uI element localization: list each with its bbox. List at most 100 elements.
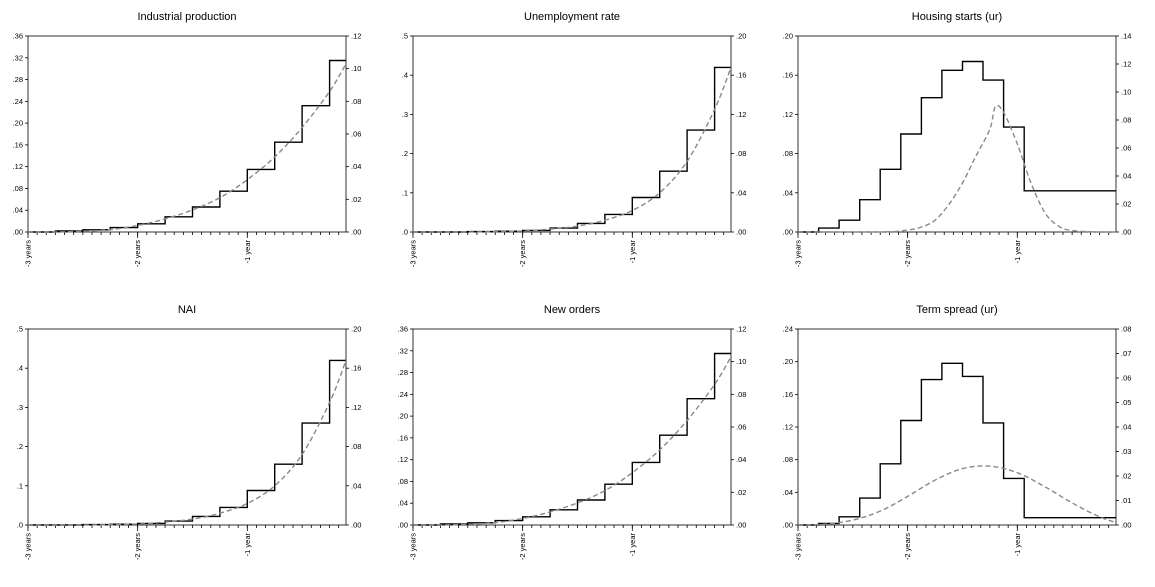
left-tick-label: .04: [398, 499, 408, 508]
chart-title: Term spread (ur): [916, 304, 997, 316]
left-tick-label: .08: [783, 149, 793, 158]
right-tick-label: .00: [351, 228, 361, 237]
left-tick-label: .32: [13, 53, 23, 62]
x-tick-label: -3 years: [409, 533, 418, 560]
left-tick-label: .28: [13, 75, 23, 84]
right-tick-label: .00: [1121, 228, 1131, 237]
plot-frame: [27, 328, 347, 526]
right-tick-label: .02: [1121, 472, 1131, 481]
left-tick-label: .08: [783, 455, 793, 464]
chart-panel: Housing starts (ur) .00 .04 .08 .12 .16 .20 .00…: [770, 0, 1155, 293]
right-tick-label: .07: [1121, 349, 1131, 358]
right-tick-label: .00: [1121, 521, 1131, 530]
right-tick-label: .02: [351, 195, 361, 204]
right-tick-label: .05: [1121, 398, 1131, 407]
left-tick-label: .20: [783, 32, 793, 41]
left-tick-label: .1: [402, 188, 408, 197]
x-tick-label: -3 years: [24, 240, 33, 267]
left-tick-label: .5: [17, 325, 23, 334]
step-series-line: [413, 66, 731, 233]
right-tick-label: .08: [736, 390, 746, 399]
x-tick-label: -3 years: [24, 533, 33, 560]
right-tick-label: .04: [736, 455, 746, 464]
chart-svg: Unemployment rate .0 .1 .2 .3 .4 .5 .00 .04 .08 .1…: [402, 11, 747, 267]
right-tick-label: .20: [736, 32, 746, 41]
plot-frame: [27, 35, 347, 233]
x-tick-label: -2 years: [518, 533, 527, 560]
right-tick-label: .08: [351, 97, 361, 106]
right-tick-label: .04: [351, 481, 361, 490]
left-tick-label: .08: [398, 477, 408, 486]
right-tick-label: .04: [1121, 172, 1131, 181]
right-tick-label: .02: [736, 488, 746, 497]
step-series-line: [798, 362, 1116, 526]
right-tick-label: .06: [1121, 374, 1131, 383]
right-tick-label: .12: [351, 403, 361, 412]
x-tick-label: -1 year: [243, 239, 252, 263]
left-tick-label: .2: [17, 442, 23, 451]
left-tick-label: .5: [402, 32, 408, 41]
right-tick-label: .03: [1121, 447, 1131, 456]
right-tick-label: .08: [1121, 116, 1131, 125]
dashed-series-line: [27, 360, 347, 526]
right-tick-label: .00: [736, 228, 746, 237]
left-tick-label: .12: [13, 162, 23, 171]
step-series-line: [798, 60, 1116, 233]
right-tick-label: .04: [1121, 423, 1131, 432]
right-tick-label: .08: [1121, 325, 1131, 334]
left-tick-label: .04: [783, 188, 793, 197]
right-tick-label: .12: [1121, 60, 1131, 69]
left-tick-label: .00: [783, 521, 793, 530]
right-tick-label: .12: [736, 110, 746, 119]
left-tick-label: .16: [783, 390, 793, 399]
x-tick-label: -1 year: [1013, 239, 1022, 263]
x-tick-label: -1 year: [1013, 532, 1022, 556]
left-tick-label: .24: [398, 390, 408, 399]
left-tick-label: .16: [783, 71, 793, 80]
dashed-series-line: [797, 104, 1116, 233]
right-tick-label: .12: [351, 32, 361, 41]
right-tick-label: .20: [351, 325, 361, 334]
chart-title: New orders: [544, 304, 601, 316]
chart-title: Unemployment rate: [524, 11, 620, 23]
plot-frame: [412, 35, 732, 233]
left-tick-label: .20: [13, 119, 23, 128]
left-tick-label: .1: [17, 481, 23, 490]
chart-panel: New orders .00 .04 .08 .12 .16 .20 .24 .28 .32 .36…: [385, 293, 770, 586]
left-tick-label: .00: [783, 228, 793, 237]
chart-svg: Housing starts (ur) .00 .04 .08 .12 .16 .20 .00…: [783, 11, 1132, 267]
x-tick-label: -1 year: [628, 239, 637, 263]
right-tick-label: .10: [736, 357, 746, 366]
dashed-series-line: [412, 67, 732, 233]
right-tick-label: .04: [351, 162, 361, 171]
right-tick-label: .04: [736, 188, 746, 197]
dashed-series-line: [797, 465, 1117, 526]
right-tick-label: .10: [351, 64, 361, 73]
left-tick-label: .04: [783, 488, 793, 497]
left-tick-label: .0: [17, 521, 23, 530]
left-tick-label: .3: [17, 403, 23, 412]
right-tick-label: .12: [736, 325, 746, 334]
chart-panel: Industrial production .00 .04 .08 .12 .16 .20.…: [0, 0, 385, 293]
left-tick-label: .36: [13, 32, 23, 41]
step-series-line: [28, 359, 346, 526]
chart-svg: Industrial production .00 .04 .08 .12 .16 .20.…: [13, 11, 362, 267]
dashed-series-line: [412, 356, 732, 526]
left-tick-label: .32: [398, 346, 408, 355]
dashed-series-line: [27, 63, 347, 233]
x-tick-label: -1 year: [628, 532, 637, 556]
left-tick-label: .04: [13, 206, 23, 215]
right-tick-label: .02: [1121, 200, 1131, 209]
right-tick-label: .10: [1121, 88, 1131, 97]
right-tick-label: .16: [351, 364, 361, 373]
left-tick-label: .3: [402, 110, 408, 119]
plot-frame: [797, 35, 1117, 233]
left-tick-label: .12: [398, 455, 408, 464]
chart-title: Industrial production: [137, 11, 236, 23]
chart-svg: Term spread (ur) .00 .04 .08 .12 .16 .20 .24 .00…: [783, 304, 1132, 560]
chart-title: Housing starts (ur): [912, 11, 1002, 23]
right-tick-label: .14: [1121, 32, 1131, 41]
x-tick-label: -3 years: [409, 240, 418, 267]
left-tick-label: .2: [402, 149, 408, 158]
